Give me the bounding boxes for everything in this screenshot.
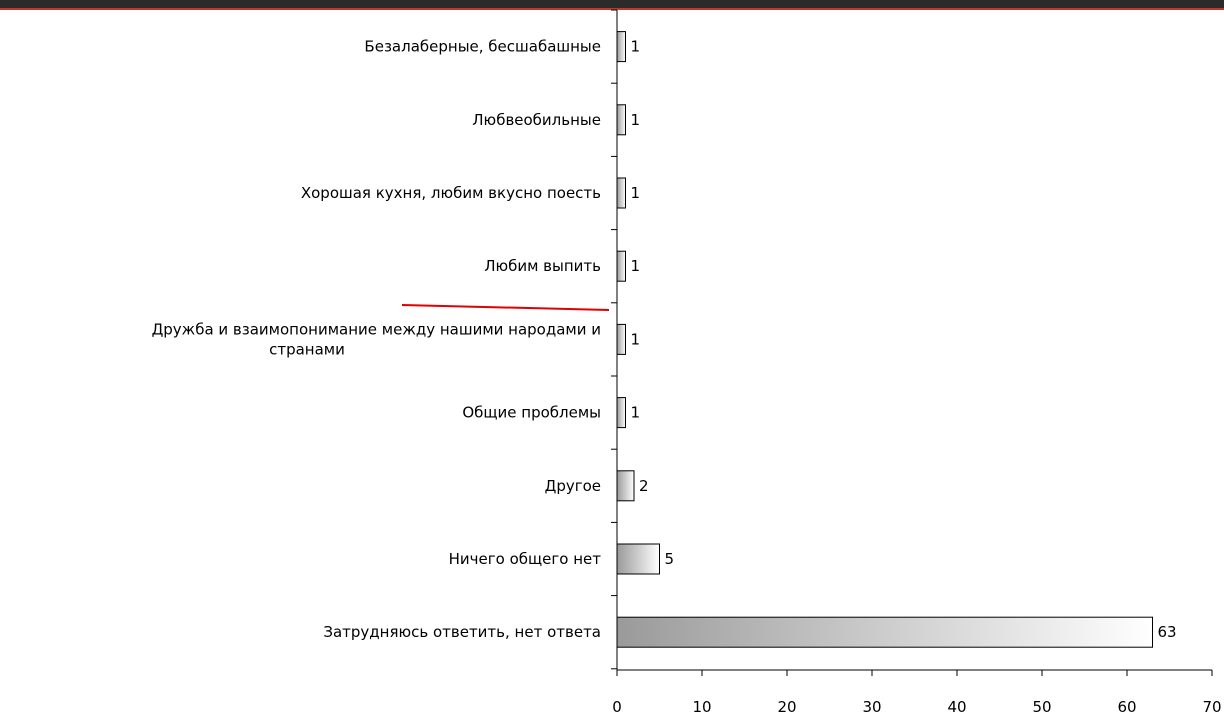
category-label: Хорошая кухня, любим вкусно поесть [301,184,601,202]
annotation-layer [401,304,610,311]
bar [616,31,626,63]
axes [611,9,1213,676]
bar [616,323,626,355]
value-label: 63 [1158,623,1177,641]
top-accent-line [0,8,1224,10]
category-label: Затрудняюсь ответить, нет ответа [323,623,601,641]
value-label: 5 [665,550,675,568]
x-tick-labels: 0 10 20 30 40 50 60 70 [612,698,1221,716]
x-tick-label: 40 [947,698,966,716]
value-labels: 1 1 1 1 1 1 2 5 63 [631,38,1177,642]
category-labels: Безалаберные, бесшабашные Любвеобильные Хо… [152,38,602,642]
bar [616,616,1153,648]
value-label: 1 [631,184,641,202]
value-label: 1 [631,330,641,348]
x-tick-label: 30 [862,698,881,716]
value-label: 1 [631,404,641,422]
category-label: Общие проблемы [462,404,601,422]
bar [616,397,626,429]
category-label: Любвеобильные [472,111,601,129]
category-label: Другое [545,477,601,495]
x-tick-label: 10 [692,698,711,716]
value-label: 2 [639,477,649,495]
x-tick-label: 20 [777,698,796,716]
value-label: 1 [631,111,641,129]
x-tick-label: 50 [1032,698,1051,716]
value-label: 1 [631,257,641,275]
x-tick-label: 60 [1117,698,1136,716]
x-tick-label: 0 [612,698,622,716]
top-dark-band [0,0,1224,8]
x-tick-label: 70 [1202,698,1221,716]
bar [616,543,660,575]
category-label: Любим выпить [484,257,601,275]
category-label: Безалаберные, бесшабашные [364,38,601,56]
bar [616,177,626,209]
bar [616,250,626,282]
category-label: Ничего общего нет [449,550,602,568]
annotation-red-line [401,304,610,311]
bars [616,31,1153,648]
bar [616,470,635,502]
value-label: 1 [631,38,641,56]
bar [616,104,626,136]
category-label: странами [269,340,345,358]
category-label: Дружба и взаимопонимание между нашими на… [152,320,601,338]
